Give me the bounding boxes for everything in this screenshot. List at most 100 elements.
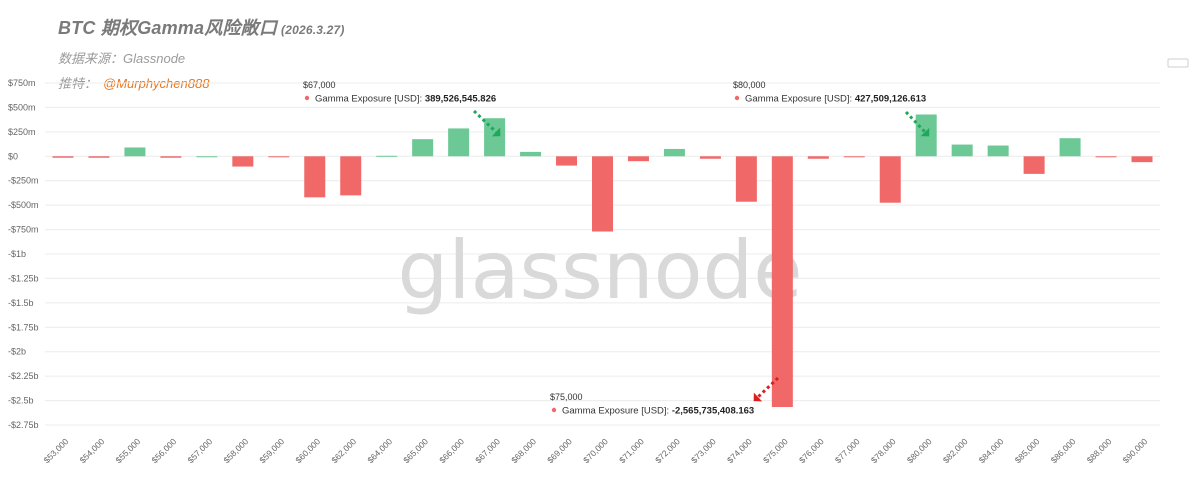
bar[interactable] — [196, 156, 218, 158]
x-tick-label: $66,000 — [437, 436, 466, 465]
y-tick-label: $750m — [8, 78, 36, 88]
title-text: BTC 期权Gamma风险敞口 — [58, 18, 278, 38]
y-tick-label: -$2.75b — [8, 420, 39, 430]
x-tick-label: $70,000 — [581, 436, 610, 465]
x-tick-label: $60,000 — [293, 436, 322, 465]
bar[interactable] — [520, 151, 542, 157]
x-tick-label: $69,000 — [545, 436, 574, 465]
x-tick-label: $73,000 — [689, 436, 718, 465]
x-tick-label: $90,000 — [1121, 436, 1150, 465]
bar[interactable] — [807, 156, 829, 159]
arrow-line — [904, 110, 927, 134]
bar[interactable] — [1131, 156, 1153, 163]
bar[interactable] — [232, 156, 254, 167]
tooltip-category: $67,000 — [303, 80, 336, 90]
y-tick-label: -$1.75b — [8, 322, 39, 332]
bar[interactable] — [663, 148, 685, 157]
x-axis: $53,000 $54,000 $55,000 $56,000 $57,000 $58,0… — [42, 436, 1150, 465]
tooltip-value: 427,509,126.613 — [855, 94, 926, 105]
y-tick-label: -$2b — [8, 347, 26, 357]
x-tick-label: $59,000 — [257, 436, 286, 465]
tooltip-category: $75,000 — [550, 392, 583, 402]
series-dot-icon — [551, 407, 557, 413]
bar[interactable] — [376, 155, 398, 157]
bar[interactable] — [951, 144, 973, 157]
x-tick-label: $86,000 — [1049, 436, 1078, 465]
tooltip-value: 389,526,545.826 — [425, 94, 496, 105]
bar[interactable] — [484, 118, 506, 157]
bar[interactable] — [556, 156, 578, 166]
bar[interactable] — [160, 156, 182, 158]
bar[interactable] — [1095, 156, 1117, 158]
x-tick-label: $82,000 — [941, 436, 970, 465]
bar[interactable] — [340, 156, 362, 196]
x-tick-label: $77,000 — [833, 436, 862, 465]
bar[interactable] — [1059, 138, 1081, 157]
bar[interactable] — [268, 156, 290, 158]
series-dot-icon — [734, 95, 740, 101]
x-tick-label: $57,000 — [185, 436, 214, 465]
bar[interactable] — [124, 147, 146, 157]
bar[interactable] — [771, 156, 793, 407]
y-tick-label: $250m — [8, 127, 36, 137]
y-tick-label: -$500m — [8, 200, 39, 210]
x-tick-label: $54,000 — [78, 436, 107, 465]
x-tick-label: $53,000 — [42, 436, 71, 465]
bars — [52, 114, 1153, 407]
x-tick-label: $80,000 — [905, 436, 934, 465]
bar[interactable] — [412, 139, 434, 157]
tooltip-value: -2,565,735,408.163 — [672, 406, 754, 417]
y-tick-label: $500m — [8, 102, 36, 112]
x-tick-label: $62,000 — [329, 436, 358, 465]
tooltip-series: Gamma Exposure [USD]: 389,526,545.826 — [315, 94, 496, 105]
x-tick-label: $64,000 — [365, 436, 394, 465]
title-date: (2026.3.27) — [281, 23, 345, 37]
y-tick-label: -$1.25b — [8, 273, 39, 283]
tooltip-category: $80,000 — [733, 80, 766, 90]
y-axis: $750m $500m $250m $0 -$250m -$500m -$750m -$1b -… — [8, 78, 39, 430]
tooltip-series: Gamma Exposure [USD]: -2,565,735,408.163 — [562, 406, 754, 417]
arrow-line — [472, 109, 498, 134]
bar[interactable] — [879, 156, 901, 203]
x-tick-label: $84,000 — [977, 436, 1006, 465]
watermark: glassnode — [397, 224, 802, 317]
x-tick-label: $76,000 — [797, 436, 826, 465]
menu-icon[interactable] — [1167, 58, 1189, 68]
x-tick-label: $85,000 — [1013, 436, 1042, 465]
arrow-head-icon — [920, 127, 930, 137]
y-tick-label: $0 — [8, 151, 18, 161]
x-tick-label: $72,000 — [653, 436, 682, 465]
bar[interactable] — [843, 156, 865, 158]
bar[interactable] — [627, 156, 649, 162]
bar[interactable] — [304, 156, 326, 198]
bar[interactable] — [88, 156, 110, 158]
x-tick-label: $56,000 — [149, 436, 178, 465]
bar[interactable] — [592, 156, 613, 232]
data-source: 数据来源：Glassnode — [58, 51, 186, 66]
bar[interactable] — [699, 156, 721, 159]
annotations: $67,000 Gamma Exposure [USD]: 389,526,545… — [303, 80, 930, 417]
bar[interactable] — [448, 128, 470, 157]
bar[interactable] — [52, 156, 74, 158]
x-tick-label: $88,000 — [1085, 436, 1114, 465]
y-tick-label: -$750m — [8, 225, 39, 235]
tooltip-series: Gamma Exposure [USD]: 427,509,126.613 — [745, 94, 926, 105]
x-tick-label: $75,000 — [761, 436, 790, 465]
chart-title: BTC 期权Gamma风险敞口 (2026.3.27) — [58, 14, 345, 40]
x-tick-label: $58,000 — [221, 436, 250, 465]
bar[interactable] — [1023, 156, 1045, 174]
bar[interactable] — [735, 156, 757, 202]
y-tick-label: -$2.5b — [8, 396, 34, 406]
y-tick-label: -$250m — [8, 176, 39, 186]
bar[interactable] — [987, 145, 1009, 157]
x-tick-label: $67,000 — [473, 436, 502, 465]
arrow-line — [756, 376, 780, 399]
x-tick-label: $55,000 — [114, 436, 143, 465]
x-tick-label: $74,000 — [725, 436, 754, 465]
x-tick-label: $68,000 — [509, 436, 538, 465]
x-tick-label: $65,000 — [401, 436, 430, 465]
y-tick-label: -$2.25b — [8, 371, 39, 381]
y-tick-label: -$1.5b — [8, 298, 34, 308]
tooltip-annotation: $67,000 Gamma Exposure [USD]: 389,526,545… — [303, 80, 501, 137]
